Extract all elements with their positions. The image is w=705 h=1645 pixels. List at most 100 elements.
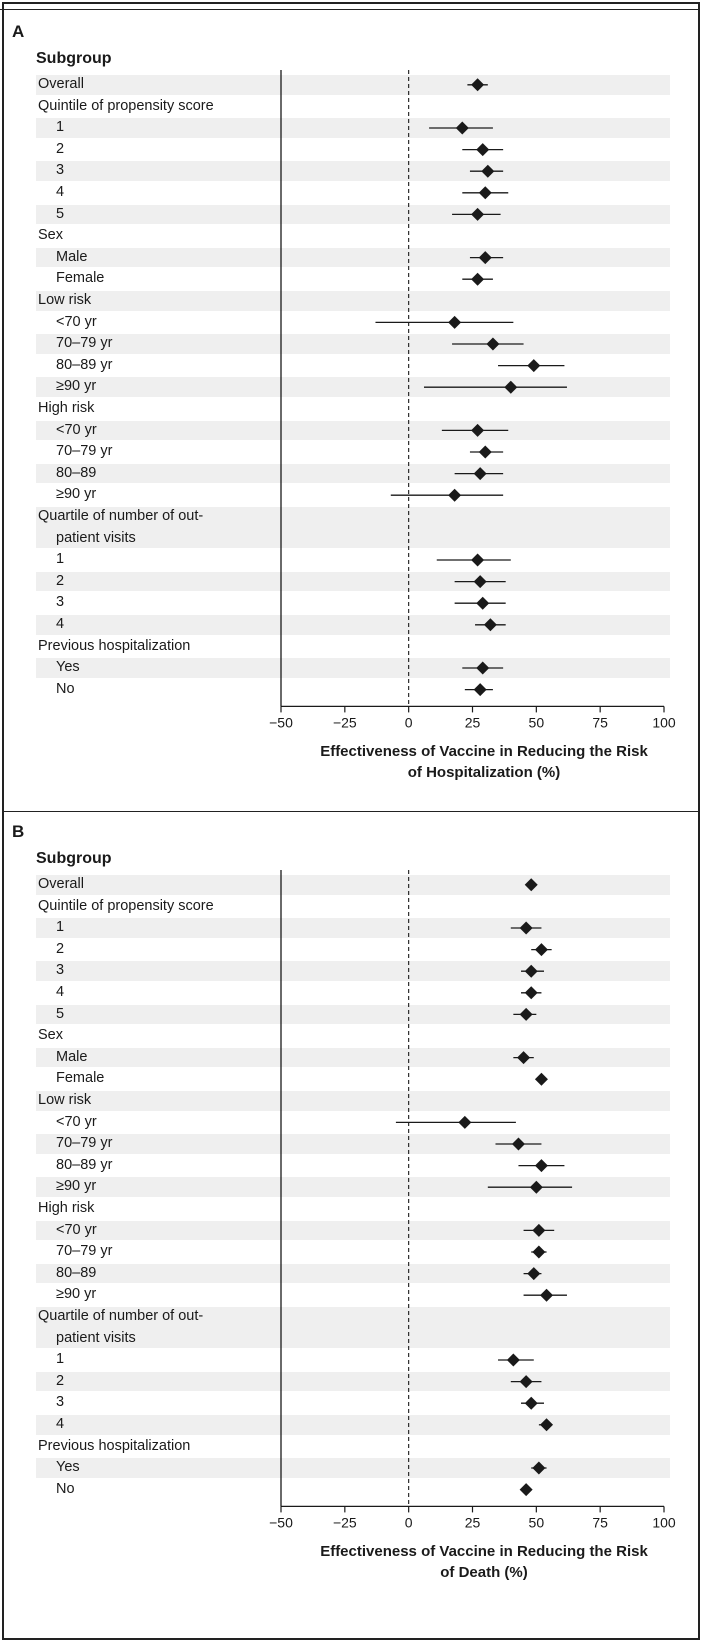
- panel-letter: B: [12, 822, 25, 841]
- row-label: <70 yr: [56, 313, 97, 330]
- estimate-marker: [524, 878, 538, 892]
- row-label: Female: [56, 270, 105, 287]
- row-label: Female: [56, 1070, 105, 1087]
- estimate-marker: [478, 186, 492, 200]
- row-label: Yes: [56, 1459, 80, 1476]
- panel-a: A Subgroup Overall Quintile of propensity…: [2, 12, 700, 812]
- row-band: [36, 1134, 670, 1154]
- row-label: Overall: [38, 76, 84, 92]
- estimate-marker: [519, 1483, 533, 1497]
- row-label: 70–79 yr: [56, 335, 113, 352]
- x-axis-title: Effectiveness of Vaccine in Reducing the…: [288, 1542, 680, 1583]
- row-band: [36, 75, 670, 95]
- x-axis-title-line-2: of Hospitalization (%): [407, 763, 561, 781]
- row-band: [36, 1047, 670, 1068]
- subgroup-header: Subgroup: [36, 850, 112, 867]
- row-label: ≥90 yr: [56, 1286, 97, 1303]
- estimate-marker: [519, 921, 533, 935]
- row-band: [36, 1415, 670, 1435]
- estimate-marker: [476, 661, 490, 675]
- row-band: [36, 1458, 670, 1478]
- row-label: Quartile of number of out-: [38, 508, 204, 524]
- estimate-marker: [524, 964, 538, 978]
- forest-plot-a: −50 −25 0 25 50 75 100: [269, 70, 676, 730]
- estimate-marker: [471, 272, 485, 286]
- estimate-marker: [534, 1072, 548, 1086]
- estimate-marker: [527, 1267, 541, 1281]
- row-label: 70–79 yr: [56, 443, 113, 460]
- estimate-marker: [527, 359, 541, 373]
- row-band: [36, 291, 670, 311]
- row-label: ≥90 yr: [56, 1178, 97, 1195]
- estimate-marker: [540, 1418, 554, 1432]
- row-label: 3: [56, 1394, 65, 1411]
- estimate-marker: [517, 1051, 531, 1065]
- row-label-continued: patient visits: [56, 1329, 136, 1346]
- estimate-marker: [529, 1180, 543, 1194]
- row-label: 5: [56, 205, 65, 222]
- row-label: 1: [56, 551, 65, 568]
- estimate-marker: [448, 488, 462, 502]
- estimate-marker: [458, 1115, 472, 1129]
- estimate-marker: [486, 337, 500, 351]
- row-label: 80–89: [56, 1264, 97, 1281]
- x-tick-label: 100: [652, 1514, 676, 1530]
- estimate-marker: [476, 143, 490, 157]
- row-label: 80–89 yr: [56, 356, 113, 373]
- row-label: No: [56, 1480, 75, 1497]
- estimate-marker: [534, 1159, 548, 1173]
- estimate-marker: [473, 575, 487, 589]
- row-label: 1: [56, 119, 65, 136]
- x-tick-label: 0: [405, 1514, 413, 1530]
- estimate-marker: [448, 315, 462, 329]
- row-band: [36, 658, 670, 678]
- row-band: [36, 1263, 670, 1284]
- x-tick-label: 75: [592, 1514, 608, 1530]
- estimate-marker: [471, 423, 485, 437]
- row-band: [36, 918, 670, 938]
- row-label: Previous hospitalization: [38, 1437, 191, 1454]
- estimate-marker: [519, 1007, 533, 1021]
- estimate-marker: [524, 986, 538, 1000]
- row-label: Male: [56, 1048, 88, 1065]
- estimate-marker: [471, 207, 485, 221]
- row-label: Quintile of propensity score: [38, 897, 214, 914]
- row-label: 4: [56, 984, 65, 1000]
- row-label: 5: [56, 1005, 65, 1022]
- row-label: Quintile of propensity score: [38, 97, 214, 114]
- row-band: [36, 571, 670, 592]
- row-label: 80–89: [56, 464, 97, 481]
- row-band: [36, 204, 670, 225]
- row-band: [36, 507, 670, 549]
- estimate-marker: [483, 618, 497, 632]
- estimate-marker: [478, 251, 492, 265]
- row-label: <70 yr: [56, 1113, 97, 1130]
- row-label: 1: [56, 1351, 65, 1368]
- row-band: [36, 875, 670, 895]
- forest-plot-b: −50 −25 0 25 50 75 100: [269, 870, 676, 1530]
- row-label: 4: [56, 1416, 65, 1432]
- row-label: Quartile of number of out-: [38, 1308, 204, 1324]
- estimate-marker: [455, 121, 469, 135]
- estimate-marker: [473, 467, 487, 481]
- row-label: 1: [56, 919, 65, 936]
- row-band: [36, 334, 670, 354]
- row-band: [36, 1371, 670, 1392]
- row-label: 70–79 yr: [56, 1135, 113, 1152]
- estimate-marker: [471, 553, 485, 567]
- estimate-marker: [504, 380, 518, 394]
- estimate-marker: [532, 1461, 546, 1475]
- x-axis-title-line-2: of Death (%): [440, 1563, 528, 1581]
- estimate-marker: [511, 1137, 525, 1151]
- row-band: [36, 1177, 670, 1197]
- row-label: No: [56, 680, 75, 697]
- row-band: [36, 118, 670, 138]
- x-tick-label: 0: [405, 714, 413, 730]
- estimate-marker: [478, 445, 492, 459]
- panel-b: B Subgroup Overall Quintile of propensity…: [2, 812, 700, 1642]
- row-band: [36, 1004, 670, 1025]
- estimate-marker: [506, 1353, 520, 1367]
- row-band: [36, 161, 670, 181]
- row-label: High risk: [38, 1200, 95, 1216]
- row-band: [36, 961, 670, 981]
